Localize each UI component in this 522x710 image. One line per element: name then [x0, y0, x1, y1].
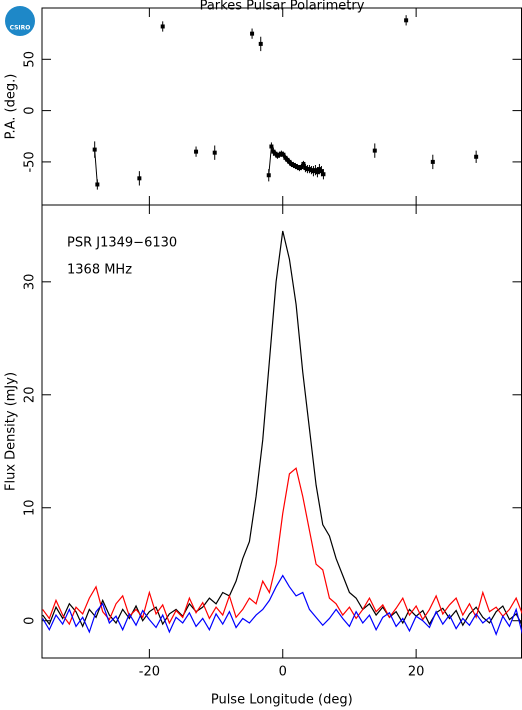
- pa-point: [137, 176, 142, 181]
- logo-circle: [5, 6, 35, 36]
- annotation: 1368 MHz: [67, 263, 132, 278]
- y-axis-label: P.A. (deg.): [4, 74, 19, 140]
- pa-point: [293, 164, 298, 169]
- y-tick-label: 50: [23, 51, 38, 68]
- x-tick-label: -20: [139, 665, 160, 680]
- y-axis-label: Flux Density (mJy): [4, 372, 19, 491]
- profile-line: [42, 230, 522, 628]
- pa-point: [315, 170, 320, 175]
- pa-point: [299, 165, 304, 170]
- pa-point: [430, 159, 435, 164]
- csiro-logo: CSIRO: [5, 6, 35, 36]
- pa-point: [295, 165, 300, 170]
- x-axis-label: Pulse Longitude (deg): [211, 693, 353, 708]
- pa-point: [281, 152, 286, 157]
- pa-point: [313, 168, 318, 173]
- pa-point: [319, 169, 324, 174]
- pa-point: [95, 182, 100, 187]
- y-tick-label: 0: [23, 106, 38, 114]
- pa-point: [277, 152, 282, 157]
- pa-point: [372, 148, 377, 153]
- pa-point: [269, 144, 274, 149]
- pa-point: [92, 147, 97, 152]
- pa-point: [289, 161, 294, 166]
- pa-point: [309, 168, 314, 173]
- pa-point: [311, 169, 316, 174]
- y-tick-label: 0: [23, 617, 38, 625]
- pa-point: [271, 149, 276, 154]
- profile-line: [42, 574, 522, 636]
- pa-point: [303, 166, 308, 171]
- pa-point: [273, 151, 278, 156]
- pa-point: [474, 154, 479, 159]
- chart-title: Parkes Pulsar Polarimetry: [200, 0, 365, 14]
- pa-point: [160, 24, 165, 29]
- pa-point: [194, 149, 199, 154]
- y-tick-label: 30: [23, 274, 38, 291]
- y-tick-label: 20: [23, 387, 38, 404]
- pa-point: [291, 162, 296, 167]
- logo-text: CSIRO: [10, 25, 31, 32]
- annotation: PSR J1349−6130: [67, 236, 177, 251]
- pa-point: [404, 18, 409, 23]
- pa-point: [212, 150, 217, 155]
- pa-point: [297, 166, 302, 171]
- pa-point: [250, 31, 255, 36]
- x-tick-label: 0: [279, 665, 287, 680]
- pa-point: [258, 41, 263, 46]
- pa-point: [321, 172, 326, 177]
- pa-point: [317, 167, 322, 172]
- pa-point: [283, 155, 288, 160]
- y-tick-label: -50: [23, 151, 38, 172]
- pa-point: [305, 167, 310, 172]
- pa-point: [266, 173, 271, 178]
- pa-point: [285, 157, 290, 162]
- pa-point: [275, 153, 280, 158]
- x-tick-label: 20: [408, 665, 425, 680]
- pa-point: [287, 159, 292, 164]
- pa-point: [279, 151, 284, 156]
- profile-line: [42, 467, 522, 626]
- pa-point: [301, 161, 306, 166]
- pa-point: [307, 167, 312, 172]
- y-tick-label: 10: [23, 499, 38, 516]
